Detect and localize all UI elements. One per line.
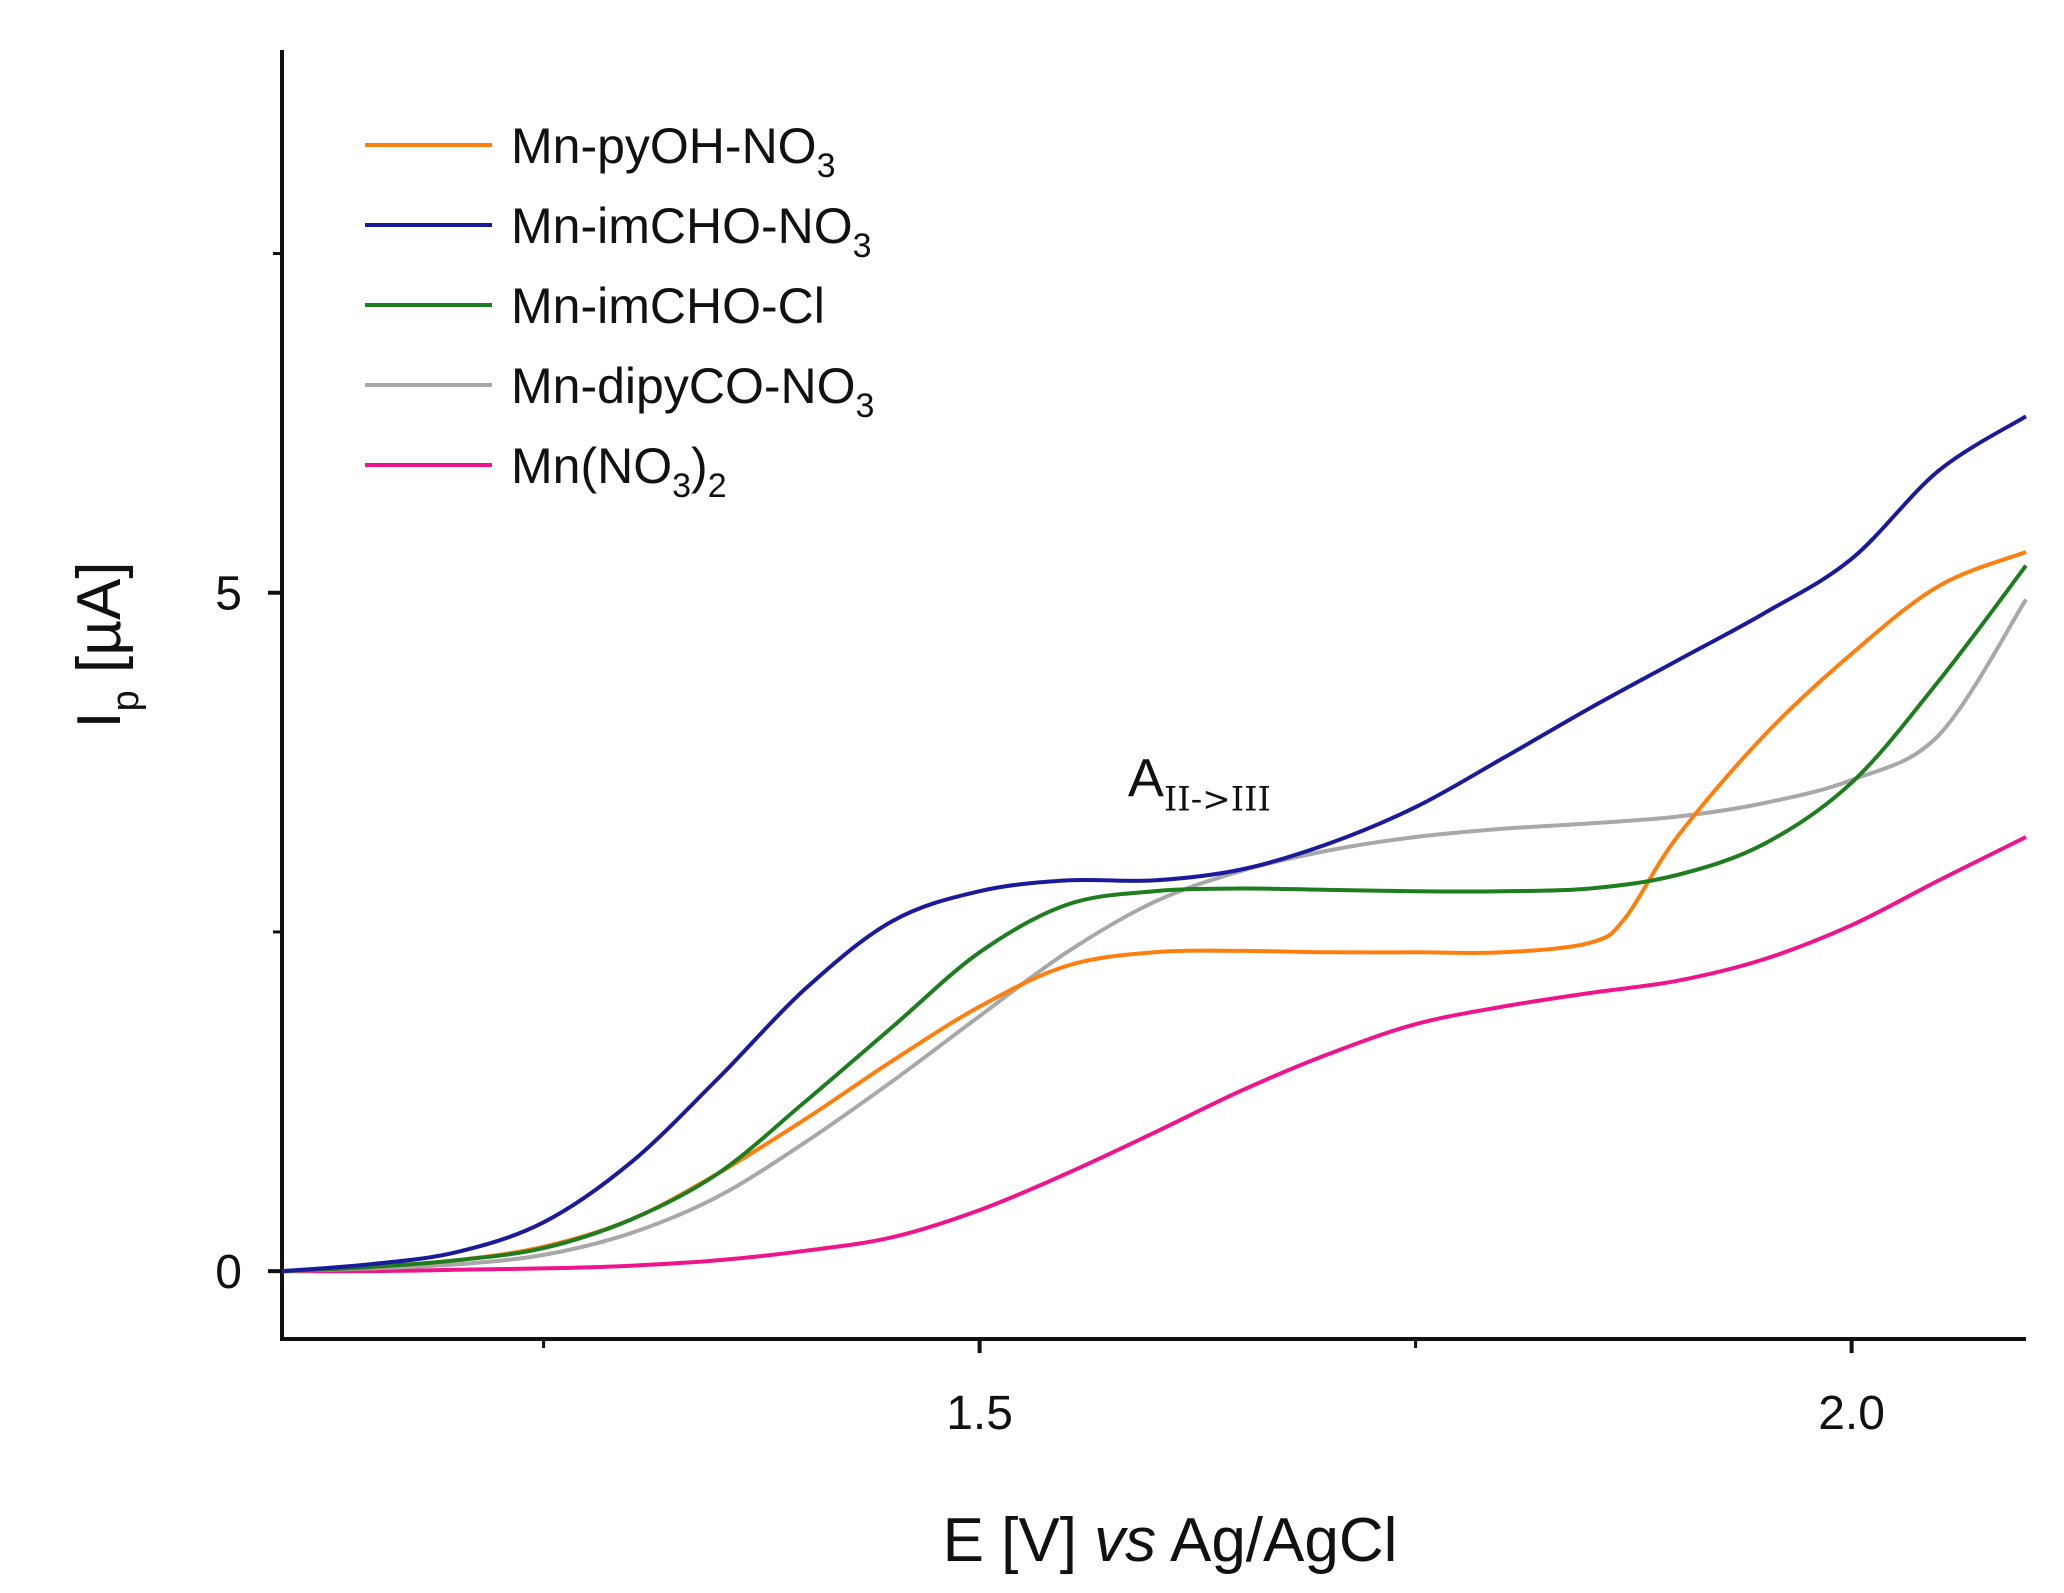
series-line-4: [281, 598, 2028, 1274]
series-line-3: [281, 564, 2028, 1274]
legend-label: Mn-pyOH-NO3: [511, 118, 836, 185]
y-tick-label: 5: [215, 568, 242, 621]
series-layer: [281, 414, 2028, 1274]
x-axis-title: E [V] vs Ag/AgCl: [943, 1506, 1398, 1575]
legend-label: Mn-imCHO-Cl: [511, 278, 825, 334]
legend-label: Mn-imCHO-NO3: [511, 198, 872, 265]
series-line-1: [281, 550, 2027, 1274]
legend-label: Mn-dipyCO-NO3: [511, 358, 874, 425]
ticks: 1.5 2.0 0 5: [215, 252, 1885, 1440]
legend: Mn-pyOH-NO3 Mn-imCHO-NO3 Mn-imCHO-Cl Mn-dip…: [365, 118, 874, 505]
y-tick-label: 0: [215, 1246, 242, 1299]
legend-label: Mn(NO3)2: [511, 438, 727, 505]
peak-annotation: AII->III: [1128, 748, 1271, 819]
x-tick-label: 2.0: [1818, 1387, 1885, 1440]
series-line-2: [281, 414, 2028, 1274]
y-axis-title: Ip [µA]: [65, 561, 147, 728]
x-tick-label: 1.5: [946, 1387, 1013, 1440]
series-line-5: [281, 835, 2027, 1274]
